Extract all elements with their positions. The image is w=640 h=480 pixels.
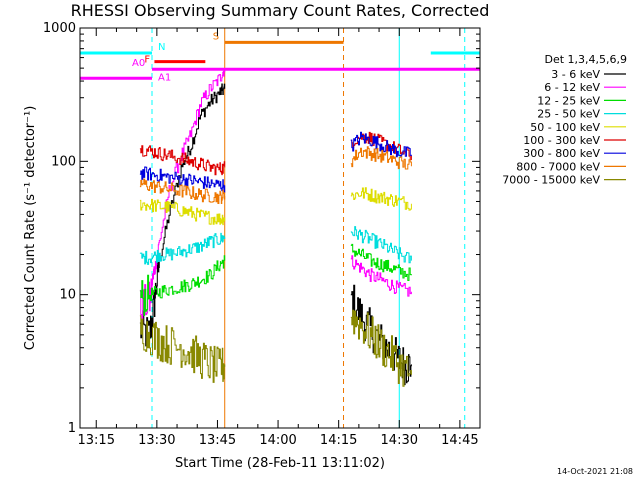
chart-title: RHESSI Observing Summary Count Rates, Co…: [71, 1, 490, 20]
series-3-seg1: [139, 232, 226, 265]
series-6-seg2: [350, 131, 412, 158]
series-0-seg1: [139, 83, 226, 347]
series-6-seg1: [139, 166, 226, 193]
series-1-seg2: [350, 255, 412, 297]
x-tick-label-3: 14:00: [259, 433, 296, 448]
vertical-lines: [79, 28, 466, 428]
legend-title: Det 1,3,4,5,6,9: [544, 53, 627, 66]
y-axis-label: Corrected Count Rate (s⁻¹ detector⁻¹): [23, 106, 38, 351]
series-5-seg1: [139, 145, 226, 176]
series-2-seg2: [350, 243, 412, 281]
series-group: [139, 68, 412, 387]
x-tick-label-5: 14:30: [381, 433, 418, 448]
x-tick-label-6: 14:45: [441, 433, 478, 448]
x-tick-label-2: 13:45: [199, 433, 236, 448]
legend-label-3: 25 - 50 keV: [537, 108, 600, 121]
footer-timestamp: 14-Oct-2021 21:08: [557, 467, 633, 476]
plot-frame: [79, 27, 481, 429]
series-2-seg1: [139, 255, 226, 316]
series-7-seg2: [350, 146, 412, 170]
legend-label-8: 7000 - 15000 keV: [502, 174, 600, 187]
y-tick-label-0: 1: [68, 421, 76, 436]
x-tick-label-4: 14:15: [320, 433, 357, 448]
x-axis-label: Start Time (28-Feb-11 13:11:02): [175, 456, 385, 471]
legend-label-5: 100 - 300 keV: [523, 134, 600, 147]
series-8-seg2: [350, 309, 412, 387]
marker-label-s: S: [213, 31, 219, 42]
legend-label-1: 6 - 12 keV: [544, 81, 600, 94]
legend-label-4: 50 - 100 keV: [530, 121, 600, 134]
series-8-seg1: [139, 315, 226, 383]
y-tick-label-2: 100: [51, 154, 76, 169]
x-tick-label-1: 13:30: [138, 433, 175, 448]
marker-label-a1: A1: [158, 72, 171, 83]
x-tick-label-0: 13:15: [78, 433, 115, 448]
legend-label-0: 3 - 6 keV: [551, 68, 600, 81]
series-4-seg2: [350, 187, 412, 211]
marker-label-a0: A0: [132, 58, 145, 69]
status-markers: NF S A0 A1: [80, 31, 480, 83]
y-tick-label-1: 10: [59, 288, 76, 303]
marker-label-n: N: [158, 42, 165, 53]
y-tick-label-3: 1000: [43, 21, 76, 36]
legend-label-6: 300 - 800 keV: [523, 147, 600, 160]
series-4-seg1: [139, 198, 226, 226]
marker-label-f: F: [144, 55, 150, 66]
series-1-seg1: [139, 68, 226, 324]
axis-ticks: 1 10 100 1000 13:15 13:30 13:45 14:00 14:15 14:30…: [43, 21, 480, 448]
legend-label-7: 800 - 7000 keV: [516, 160, 600, 173]
series-7-seg1: [139, 178, 226, 204]
series-3-seg2: [350, 226, 412, 264]
legend-label-2: 12 - 25 keV: [537, 94, 600, 107]
